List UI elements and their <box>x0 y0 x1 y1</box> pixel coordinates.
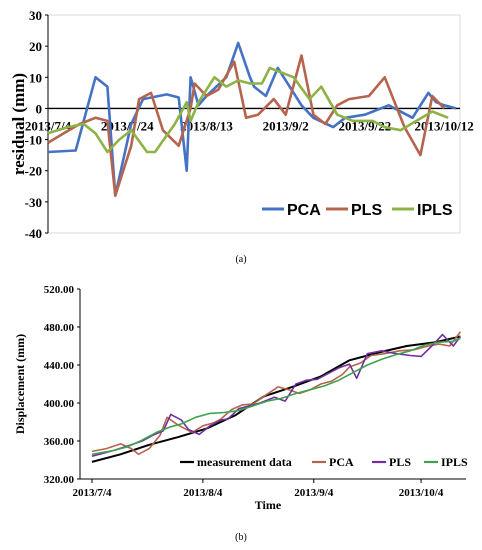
panel-a-series-line-pca <box>47 41 457 197</box>
panel-b-y-tick-label: 400.00 <box>44 398 75 410</box>
panel-b-y-tick-label: 320.00 <box>44 474 75 486</box>
panel-a-y-tick-label: 0 <box>36 101 43 116</box>
panel-b-x-tick-label: 2013/7/4 <box>72 487 112 499</box>
panel-b-series-line-ipls <box>91 337 461 456</box>
panel-b-x-axis-title: Time <box>255 498 282 512</box>
panel-b-legend: measurement data PCA PLS IPLS <box>180 455 468 469</box>
panel-b-legend-label-ipls: IPLS <box>441 455 468 469</box>
panel-a: 30 20 10 0 -10 -20 -30 -40 2013/7/4 2013/7/24 201… <box>9 8 474 265</box>
panel-b-y-tick-label: 440.00 <box>44 360 75 372</box>
panel-b-y-tick-label: 480.00 <box>44 322 75 334</box>
panel-a-x-tick-label: 2013/9/22 <box>339 118 392 133</box>
panel-a-legend-label-ipls: IPLS <box>417 202 453 219</box>
panel-a-y-axis-title: residual (mm) <box>9 73 28 175</box>
panel-a-x-tick-label: 2013/10/12 <box>415 118 474 133</box>
panel-a-y-tick-label: 20 <box>29 39 42 54</box>
panel-b-x-tick-label: 2013/9/4 <box>294 487 334 499</box>
panel-a-y-tick-label: 30 <box>29 8 42 23</box>
panel-a-y-tick-label: -40 <box>25 226 42 241</box>
panel-b-y-tick-label: 360.00 <box>44 436 75 448</box>
panel-a-x-tick-label: 2013/7/4 <box>25 118 72 133</box>
panel-b: 520.00 480.00 440.00 400.00 360.00 320.00 201… <box>13 284 468 543</box>
panel-b-x-tick-label: 2013/10/4 <box>399 487 444 499</box>
panel-b-x-tick-label: 2013/8/4 <box>183 487 223 499</box>
panel-b-legend-label-pca: PCA <box>329 455 354 469</box>
panel-a-y-tick-label: -10 <box>25 133 42 148</box>
panel-b-legend-label-measurement-data: measurement data <box>197 455 292 469</box>
panel-b-y-tick-label: 520.00 <box>44 284 75 296</box>
panel-a-series-line-ipls <box>47 66 449 154</box>
panel-a-legend-label-pls: PLS <box>351 202 382 219</box>
panel-b-legend-label-pls: PLS <box>389 455 411 469</box>
panel-a-x-tick-label: 2013/7/24 <box>101 118 154 133</box>
panel-a-x-tick-label: 2013/9/2 <box>263 118 309 133</box>
panel-a-caption: (a) <box>235 254 246 265</box>
panel-b-y-axis-title: Displacement (mm) <box>13 334 27 434</box>
panel-a-y-tick-label: -20 <box>25 164 42 179</box>
panel-a-series-line-pls <box>47 54 446 197</box>
panel-a-legend: PCA PLS IPLS <box>262 202 453 219</box>
panel-a-x-tick-label: 2013/8/13 <box>180 118 233 133</box>
panel-a-legend-label-pca: PCA <box>287 202 321 219</box>
panel-a-y-tick-label: -30 <box>25 195 42 210</box>
panel-b-caption: (b) <box>235 532 247 543</box>
panel-a-y-tick-label: 10 <box>29 70 42 85</box>
